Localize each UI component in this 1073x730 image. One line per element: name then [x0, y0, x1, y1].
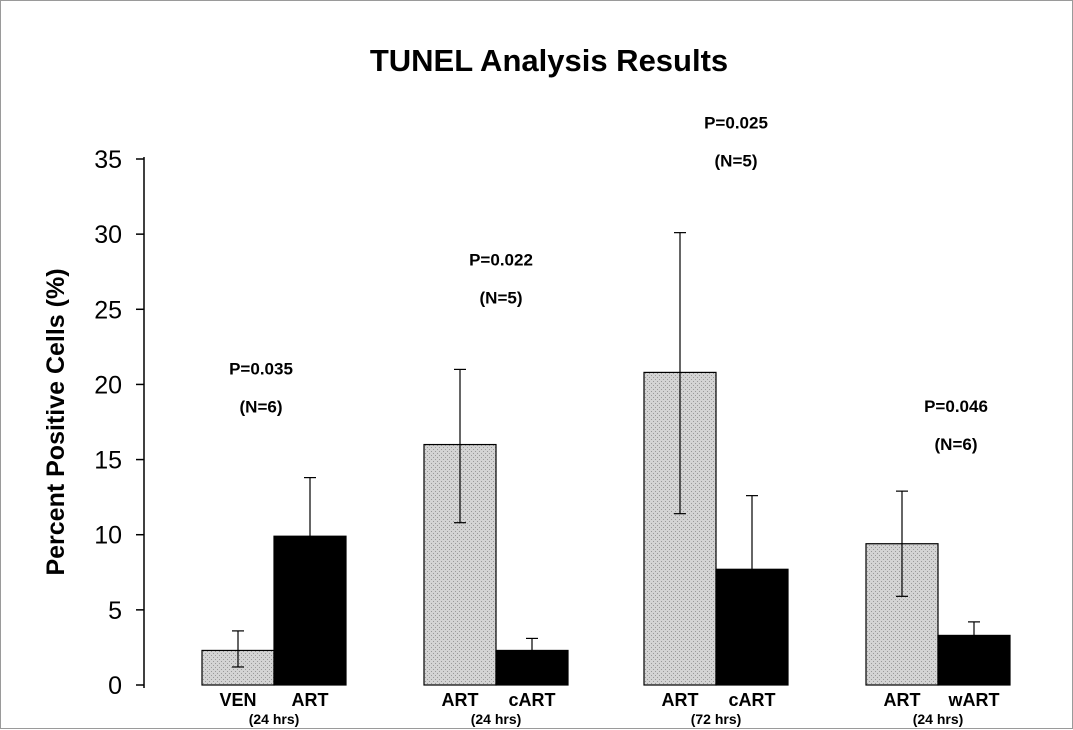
p-value-annotation: P=0.022 — [469, 250, 533, 269]
group-label: (24 hrs) — [913, 711, 964, 727]
p-value-annotation: P=0.035 — [229, 360, 293, 379]
bar — [715, 568, 789, 686]
bar-label: wART — [948, 690, 1000, 710]
bar — [273, 535, 347, 686]
y-tick-label: 20 — [94, 371, 122, 399]
bar — [495, 649, 569, 686]
bar-label: cART — [508, 690, 555, 710]
y-tick-label: 5 — [108, 597, 122, 625]
y-tick-label: 30 — [94, 221, 122, 249]
bars — [201, 232, 1011, 686]
y-tick-label: 35 — [94, 146, 122, 174]
group-label: (24 hrs) — [249, 711, 300, 727]
y-axis-ticks: 0 5 10 15 20 25 30 35 — [94, 146, 144, 700]
y-tick-label: 10 — [94, 522, 122, 550]
bar-label: VEN — [219, 690, 256, 710]
annotations: P=0.035 (N=6) P=0.022 (N=5) P=0.025 (N=5) P=0.… — [229, 114, 988, 454]
n-annotation: (N=6) — [935, 435, 978, 454]
p-value-annotation: P=0.025 — [704, 114, 768, 133]
bar-label: cART — [728, 690, 775, 710]
bar-label: ART — [292, 690, 329, 710]
bar-label: ART — [442, 690, 479, 710]
n-annotation: (N=5) — [480, 288, 523, 307]
group-label: (72 hrs) — [691, 711, 742, 727]
bar — [937, 634, 1011, 686]
x-axis-labels: VEN ART(24 hrs)ART cART(24 hrs)ART cART(72 … — [219, 690, 999, 727]
y-tick-label: 15 — [94, 447, 122, 475]
group-label: (24 hrs) — [471, 711, 522, 727]
y-tick-label: 25 — [94, 296, 122, 324]
y-axis-label: Percent Positive Cells (%) — [42, 268, 70, 575]
p-value-annotation: P=0.046 — [924, 397, 988, 416]
bar-label: ART — [884, 690, 921, 710]
n-annotation: (N=6) — [240, 398, 283, 417]
n-annotation: (N=5) — [715, 152, 758, 171]
y-tick-label: 0 — [108, 672, 122, 700]
chart-title: TUNEL Analysis Results — [370, 43, 728, 78]
bar-label: ART — [662, 690, 699, 710]
